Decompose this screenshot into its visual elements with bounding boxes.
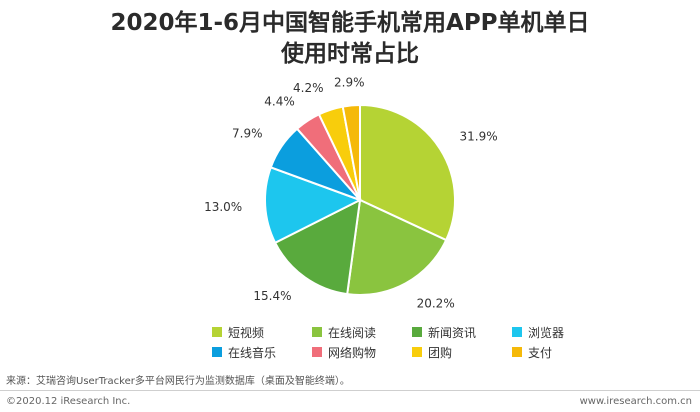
pie-slice-7 <box>341 103 361 201</box>
slice-label-6: 4.2% <box>293 81 324 95</box>
pie-slice-0 <box>359 103 456 242</box>
legend-label: 新闻资讯 <box>428 325 477 340</box>
legend-swatch <box>512 327 522 337</box>
slice-label-4: 7.9% <box>232 127 263 141</box>
legend-swatch <box>212 347 222 357</box>
legend-swatch <box>312 347 322 357</box>
legend-swatch <box>512 347 522 357</box>
legend-item-7: 支付 <box>512 344 612 360</box>
pie-slice-3 <box>264 166 363 245</box>
legend-swatch <box>212 327 222 337</box>
legend-swatch <box>412 347 422 357</box>
legend-label: 在线阅读 <box>328 325 377 340</box>
legend-swatch <box>412 327 422 337</box>
pie-slice-2 <box>273 198 362 296</box>
chart-legend: 短视频 在线阅读 新闻资讯 浏览器在线音乐 网络购物 团购 支付 <box>212 324 612 360</box>
legend-swatch <box>312 327 322 337</box>
slice-label-7: 2.9% <box>334 76 365 90</box>
slice-label-2: 15.4% <box>253 289 291 303</box>
chart-title-line-2: 使用时常占比 <box>281 41 419 67</box>
source-note: 来源：艾瑞咨询UserTracker多平台网民行为监测数据库（桌面及智能终端）。 <box>6 376 350 387</box>
legend-label: 浏览器 <box>528 325 565 340</box>
pie-slice-1 <box>346 198 448 296</box>
legend-label: 在线音乐 <box>228 345 277 360</box>
copyright-text: ©2020.12 iResearch Inc. <box>6 396 131 407</box>
legend-item-6: 团购 <box>412 344 512 360</box>
slice-label-5: 4.4% <box>264 95 295 109</box>
slice-label-0: 31.9% <box>460 130 498 144</box>
chart-title-line-1: 2020年1-6月中国智能手机常用APP单机单日 <box>110 10 590 36</box>
website-link[interactable]: www.iresearch.com.cn <box>579 396 692 407</box>
slice-label-1: 20.2% <box>417 297 455 311</box>
legend-item-5: 网络购物 <box>312 344 412 360</box>
chart-title: 2020年1-6月中国智能手机常用APP单机单日 使用时常占比 <box>0 8 700 70</box>
legend-label: 支付 <box>528 345 553 360</box>
legend-item-3: 浏览器 <box>512 324 612 340</box>
legend-item-4: 在线音乐 <box>212 344 312 360</box>
legend-item-2: 新闻资讯 <box>412 324 512 340</box>
legend-label: 短视频 <box>228 325 265 340</box>
legend-label: 网络购物 <box>328 345 377 360</box>
legend-item-1: 在线阅读 <box>312 324 412 340</box>
legend-label: 团购 <box>428 345 453 360</box>
footer-divider <box>0 390 700 391</box>
slice-label-3: 13.0% <box>204 200 242 214</box>
legend-item-0: 短视频 <box>212 324 312 340</box>
